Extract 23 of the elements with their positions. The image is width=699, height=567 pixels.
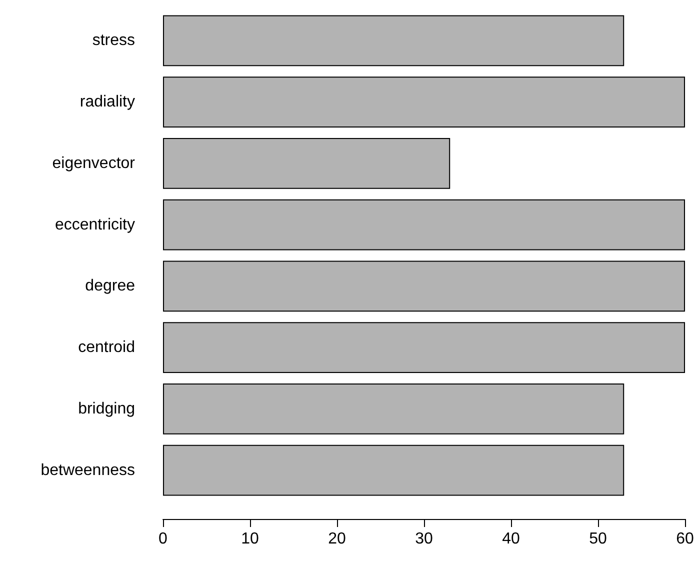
x-tick-label: 10	[241, 530, 259, 548]
x-tick-label: 50	[589, 530, 607, 548]
bar	[163, 199, 685, 250]
bar	[163, 260, 685, 312]
x-tick-label: 0	[158, 530, 168, 548]
y-tick-label: betweenness	[40, 462, 135, 479]
bar	[163, 383, 624, 434]
x-tick-label: 20	[328, 530, 346, 548]
y-tick-label: eccentricity	[54, 216, 135, 234]
x-tick-label: 30	[415, 530, 433, 548]
x-tick-label: 60	[676, 530, 694, 548]
y-tick-label: degree	[85, 278, 136, 295]
bar	[163, 138, 450, 189]
bar	[163, 15, 624, 66]
y-tick-label: radiality	[80, 94, 135, 111]
bar	[163, 76, 685, 128]
y-tick-label: bridging	[78, 400, 135, 418]
bar	[163, 444, 624, 496]
y-tick-label: centroid	[78, 339, 135, 356]
bar	[163, 322, 685, 374]
x-tick-label: 40	[502, 530, 520, 548]
y-tick-label: eigenvector	[52, 154, 136, 172]
y-tick-label: stress	[92, 32, 135, 50]
